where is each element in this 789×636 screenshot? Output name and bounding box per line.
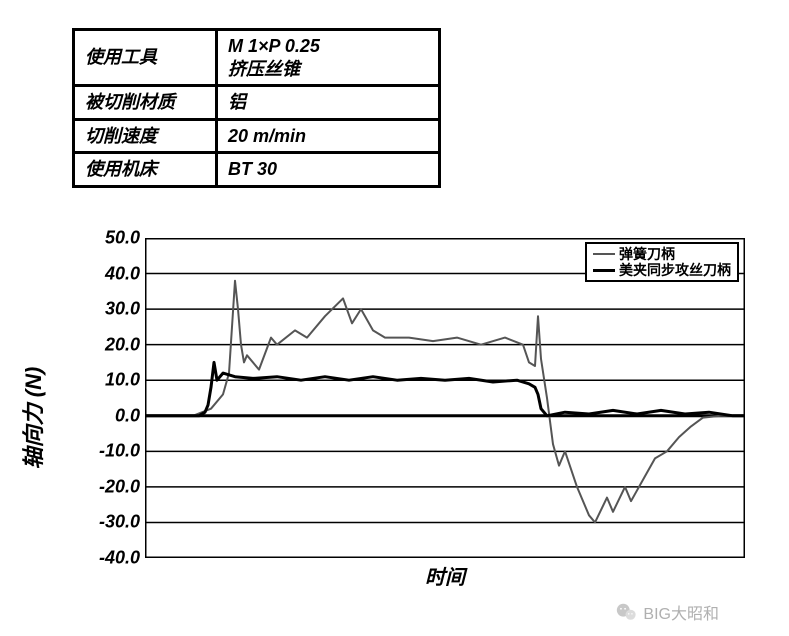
param-value: BT 30 (217, 153, 440, 187)
y-tick-label: 30.0 (105, 299, 140, 320)
x-axis-label: 时间 (425, 561, 465, 590)
page-root: 使用工具 M 1×P 0.25挤压丝锥 被切削材质 铝 切削速度 20 m/mi… (0, 0, 789, 636)
param-label: 使用工具 (74, 30, 217, 86)
legend-item: 美夹同步攻丝刀柄 (593, 262, 731, 278)
table-row: 切削速度 20 m/min (74, 119, 440, 153)
y-tick-label: -30.0 (99, 512, 140, 533)
y-tick-label: 0.0 (115, 405, 140, 426)
table-row: 被切削材质 铝 (74, 86, 440, 120)
legend-label: 美夹同步攻丝刀柄 (619, 262, 731, 278)
legend: 弹簧刀柄 美夹同步攻丝刀柄 (585, 242, 739, 282)
legend-swatch (593, 253, 615, 255)
y-tick-label: -20.0 (99, 476, 140, 497)
footer-brand: BIG大昭和 (615, 600, 719, 624)
table-row: 使用机床 BT 30 (74, 153, 440, 187)
axial-force-chart: 轴向力 (N) 弹簧刀柄 美夹同步攻丝刀柄 时间 50.040.030.020.… (40, 228, 760, 608)
y-tick-label: 50.0 (105, 228, 140, 249)
legend-label: 弹簧刀柄 (619, 246, 675, 262)
wechat-icon (615, 601, 637, 623)
y-axis-label: 轴向力 (N) (16, 367, 48, 470)
y-tick-label: -40.0 (99, 548, 140, 569)
param-label: 被切削材质 (74, 86, 217, 120)
y-tick-label: 40.0 (105, 263, 140, 284)
parameters-table: 使用工具 M 1×P 0.25挤压丝锥 被切削材质 铝 切削速度 20 m/mi… (72, 28, 441, 188)
param-value: 20 m/min (217, 119, 440, 153)
param-label: 使用机床 (74, 153, 217, 187)
param-value: 铝 (217, 86, 440, 120)
legend-swatch (593, 269, 615, 272)
param-label: 切削速度 (74, 119, 217, 153)
chart-svg (145, 238, 745, 558)
legend-item: 弹簧刀柄 (593, 246, 731, 262)
table-row: 使用工具 M 1×P 0.25挤压丝锥 (74, 30, 440, 86)
plot-area: 弹簧刀柄 美夹同步攻丝刀柄 时间 50.040.030.020.010.00.0… (145, 238, 745, 558)
footer-brand-text: BIG大昭和 (643, 600, 719, 624)
y-tick-label: 10.0 (105, 370, 140, 391)
y-tick-label: -10.0 (99, 441, 140, 462)
y-tick-label: 20.0 (105, 334, 140, 355)
param-value: M 1×P 0.25挤压丝锥 (217, 30, 440, 86)
